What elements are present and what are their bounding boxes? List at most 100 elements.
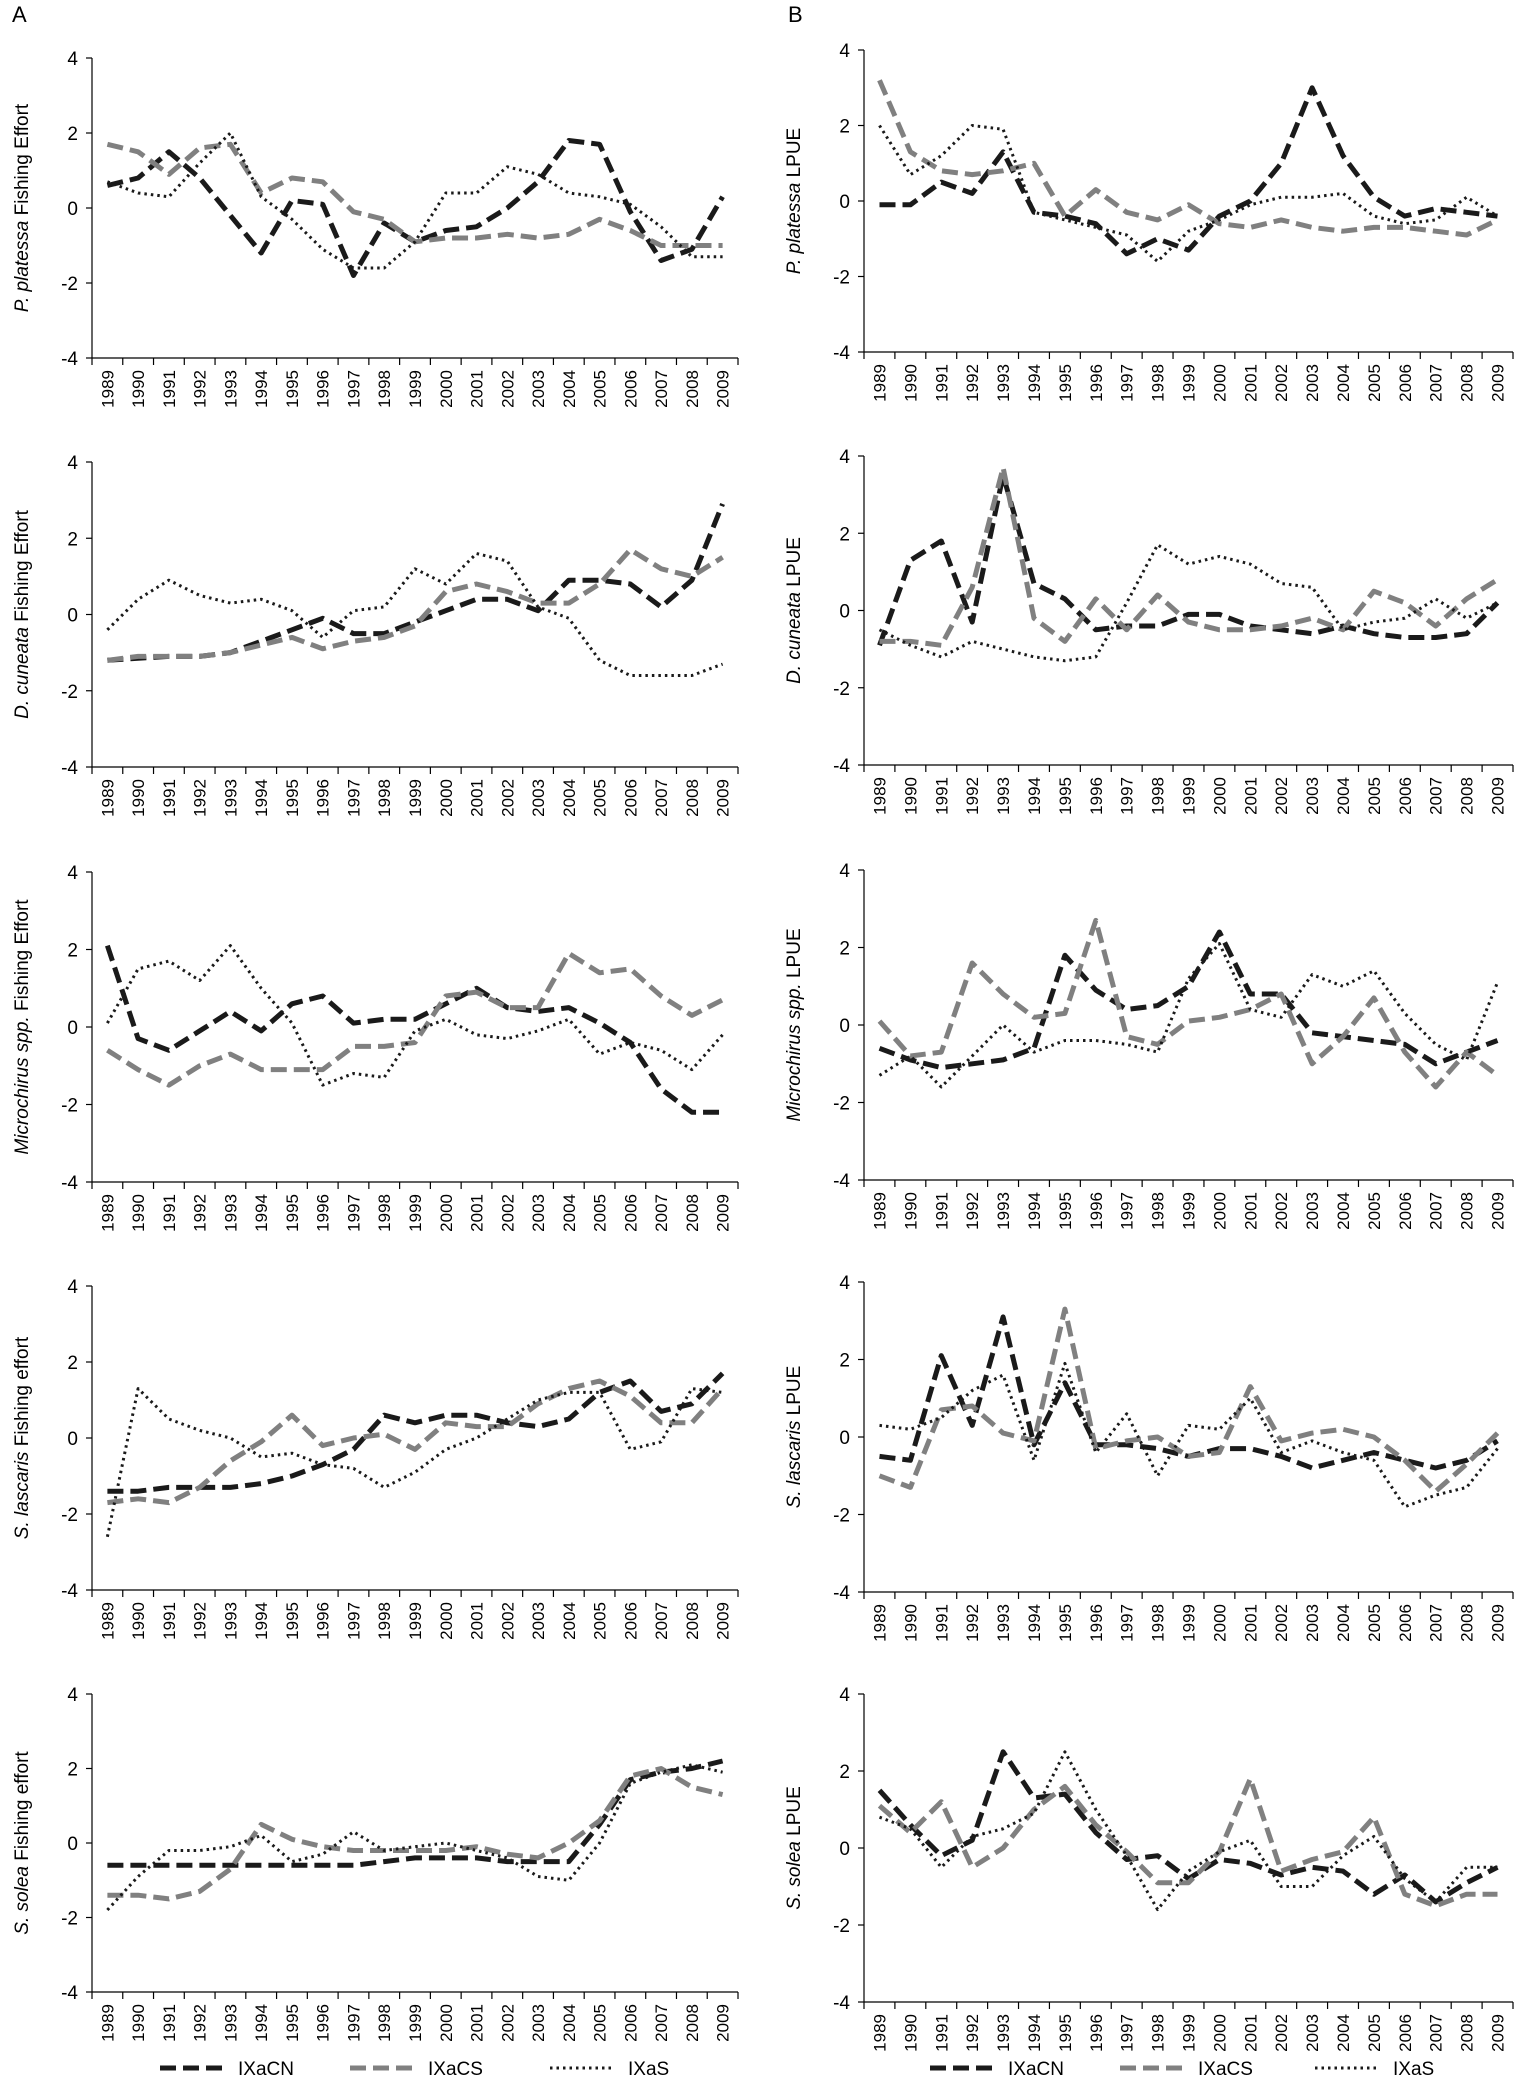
x-tick-label: 1989 bbox=[98, 1194, 117, 1232]
y-axis-title-species: S. solea bbox=[12, 1866, 33, 1935]
x-tick-label: 2007 bbox=[1427, 777, 1446, 815]
x-tick-label: 2000 bbox=[1210, 364, 1229, 402]
x-tick-label: 2001 bbox=[468, 779, 487, 817]
x-tick-label: 1997 bbox=[344, 779, 363, 817]
x-tick-label: 1990 bbox=[129, 1194, 148, 1232]
x-tick-label: 1997 bbox=[344, 1194, 363, 1232]
x-tick-label: 1991 bbox=[160, 1602, 179, 1640]
y-tick-label: 0 bbox=[839, 602, 850, 623]
x-tick-label: 2004 bbox=[560, 779, 579, 817]
x-tick-label: 2001 bbox=[468, 2004, 487, 2042]
y-tick-label: 4 bbox=[839, 1685, 850, 1706]
y-tick-label: 2 bbox=[67, 124, 78, 145]
x-tick-label: 2009 bbox=[1489, 364, 1508, 402]
y-tick-label: -2 bbox=[833, 268, 850, 289]
x-tick-label: 2003 bbox=[1303, 1192, 1322, 1230]
x-tick-label: 2009 bbox=[1489, 1192, 1508, 1230]
x-tick-label: 1994 bbox=[1025, 364, 1044, 402]
chart-panel-3: 4 2 0 -2 -4 1989 1990 1991 1992 1993 1994 1995 1996 1… bbox=[12, 453, 739, 817]
y-tick-label: 4 bbox=[67, 1277, 78, 1298]
series-line-ixacn bbox=[107, 1371, 725, 1494]
y-tick-label: 0 bbox=[67, 1834, 78, 1855]
x-tick-label: 1992 bbox=[191, 1602, 210, 1640]
y-axis-title-species: P. platessa bbox=[784, 183, 805, 275]
series-line-ixas bbox=[106, 131, 723, 270]
x-tick-label: 2005 bbox=[591, 2004, 610, 2042]
y-tick-label: -4 bbox=[61, 1173, 78, 1194]
y-tick-label: 4 bbox=[67, 49, 78, 70]
legend-label-ixas: IXaS bbox=[1393, 2059, 1434, 2080]
x-tick-label: 1990 bbox=[901, 2014, 920, 2052]
x-tick-label: 2004 bbox=[1334, 777, 1353, 815]
x-tick-label: 2002 bbox=[498, 1194, 517, 1232]
x-tick-label: 1997 bbox=[1118, 1192, 1137, 1230]
x-tick-label: 2008 bbox=[1458, 364, 1477, 402]
x-tick-label: 2009 bbox=[1489, 777, 1508, 815]
series-line-ixacs bbox=[107, 1378, 725, 1506]
x-tick-label: 2003 bbox=[1303, 2014, 1322, 2052]
y-tick-label: 0 bbox=[839, 1839, 850, 1860]
y-tick-label: 2 bbox=[839, 524, 850, 545]
x-tick-label: 1995 bbox=[1056, 364, 1075, 402]
x-tick-label: 1998 bbox=[1149, 777, 1168, 815]
x-tick-label: 2001 bbox=[1241, 777, 1260, 815]
x-tick-label: 1998 bbox=[1149, 364, 1168, 402]
legend-label-ixacn: IXaCN bbox=[238, 2059, 294, 2080]
y-tick-label: -2 bbox=[61, 1505, 78, 1526]
x-tick-label: 1997 bbox=[1118, 2014, 1137, 2052]
x-tick-label: 1996 bbox=[314, 1194, 333, 1232]
y-tick-label: 4 bbox=[67, 1685, 78, 1706]
x-tick-label: 1994 bbox=[252, 1194, 271, 1232]
x-tick-label: 1994 bbox=[252, 2004, 271, 2042]
x-tick-label: 2000 bbox=[437, 1194, 456, 1232]
x-tick-label: 1996 bbox=[1087, 1192, 1106, 1230]
y-tick-label: -4 bbox=[833, 756, 850, 777]
series-line-ixacn bbox=[877, 1749, 1499, 1905]
x-tick-label: 1994 bbox=[1025, 1192, 1044, 1230]
x-tick-label: 2007 bbox=[652, 779, 671, 817]
x-tick-label: 2001 bbox=[468, 1602, 487, 1640]
x-tick-label: 1990 bbox=[901, 1604, 920, 1642]
x-tick-label: 1995 bbox=[1056, 2014, 1075, 2052]
y-axis-title-species: Microchirus spp. bbox=[784, 983, 805, 1121]
x-tick-label: 2007 bbox=[1427, 2014, 1446, 2052]
x-tick-label: 2007 bbox=[652, 2004, 671, 2042]
y-tick-label: -2 bbox=[833, 679, 850, 700]
chart-panel-7: 4 2 0 -2 -4 1989 1990 1991 1992 1993 1994 1995 1996 1… bbox=[12, 1277, 739, 1640]
x-tick-label: 1996 bbox=[1087, 1604, 1106, 1642]
x-tick-label: 2005 bbox=[1365, 2014, 1384, 2052]
y-tick-label: 0 bbox=[67, 1018, 78, 1039]
x-tick-label: 1998 bbox=[1149, 1604, 1168, 1642]
x-tick-label: 1998 bbox=[375, 779, 394, 817]
legends: IXaCN IXaCS IXaS IXaCN IXaCS IXaS bbox=[160, 2059, 1434, 2080]
series-line-ixacs bbox=[877, 79, 1499, 238]
x-tick-label: 1995 bbox=[283, 1194, 302, 1232]
x-tick-label: 1993 bbox=[221, 1194, 240, 1232]
panel-letter-a: A bbox=[12, 2, 27, 27]
series-line-ixacn bbox=[105, 944, 723, 1115]
y-tick-label: 4 bbox=[839, 1273, 850, 1294]
x-tick-label: 1994 bbox=[252, 779, 271, 817]
y-axis-title: Microchirus spp. LPUE bbox=[784, 928, 805, 1121]
x-tick-label: 1991 bbox=[932, 777, 951, 815]
x-tick-label: 2002 bbox=[1272, 1192, 1291, 1230]
x-tick-label: 1997 bbox=[1118, 364, 1137, 402]
x-tick-label: 1993 bbox=[994, 1604, 1013, 1642]
x-tick-label: 2000 bbox=[437, 2004, 456, 2042]
y-axis-title-species: D. cuneata bbox=[12, 627, 33, 719]
x-tick-label: 2009 bbox=[714, 1194, 733, 1232]
x-tick-label: 2008 bbox=[1458, 2014, 1477, 2052]
x-tick-label: 2004 bbox=[1334, 1604, 1353, 1642]
y-axis-title-measure: Fishing Effort bbox=[12, 509, 33, 627]
x-tick-label: 1989 bbox=[870, 1192, 889, 1230]
x-tick-label: 2006 bbox=[621, 779, 640, 817]
series-line-ixacn bbox=[107, 1758, 724, 1868]
x-tick-label: 1990 bbox=[129, 779, 148, 817]
x-tick-label: 1996 bbox=[314, 370, 333, 408]
y-tick-label: 2 bbox=[67, 1353, 78, 1374]
legend-label-ixas: IXaS bbox=[628, 2059, 669, 2080]
y-axis-title: P. platessa LPUE bbox=[784, 128, 805, 274]
x-tick-label: 2001 bbox=[1241, 364, 1260, 402]
x-tick-label: 2002 bbox=[1272, 1604, 1291, 1642]
x-tick-label: 2009 bbox=[714, 370, 733, 408]
